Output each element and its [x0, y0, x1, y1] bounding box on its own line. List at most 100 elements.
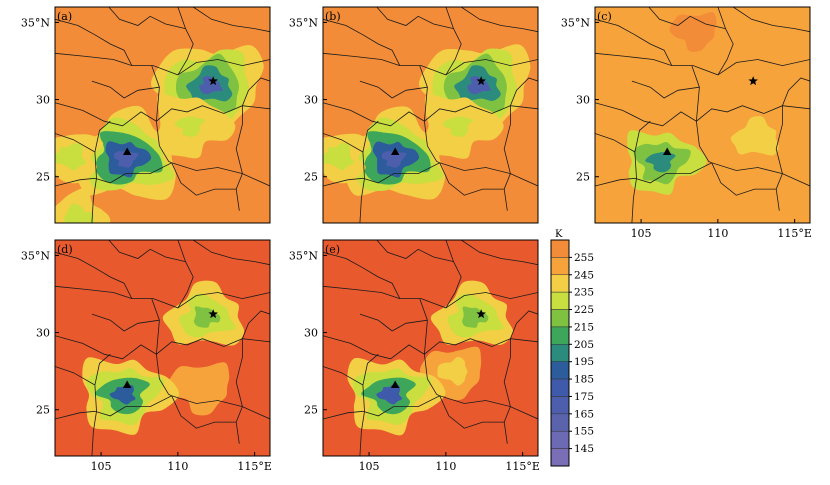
boundary-line: [376, 240, 454, 262]
boundary-line: [55, 18, 133, 66]
colorbar-level-label: 205: [574, 339, 594, 351]
province-boundaries: [595, 7, 810, 223]
contour-zone: [55, 143, 86, 171]
boundary-line: [323, 102, 538, 127]
boundary-line: [323, 52, 538, 76]
panel-a: (a) 35°N 30 25: [21, 6, 271, 224]
colorbar-level-label: 165: [574, 408, 594, 420]
colorbar-swatch: [550, 361, 570, 380]
contour-zone: [113, 150, 139, 168]
boundary-line: [631, 80, 700, 99]
boundary-line: [235, 310, 270, 444]
boundary-line: [171, 395, 237, 429]
colorbar-swatch: [550, 326, 570, 345]
colorbar-unit: K: [555, 229, 563, 240]
boundary-line: [595, 18, 673, 66]
boundary-line: [323, 18, 401, 66]
boundary-line: [171, 162, 237, 196]
boundary-line: [323, 133, 364, 153]
boundary-line: [631, 120, 651, 223]
y-tick-label: 25: [304, 404, 318, 417]
boundary-line: [323, 395, 538, 420]
panel-e: (e) 35°N 30 25 105 110 115°E: [289, 239, 540, 473]
boundary-line: [235, 77, 270, 211]
boundary-line: [460, 7, 538, 33]
colorbar-level-label: 255: [574, 252, 594, 264]
boundary-line: [177, 7, 194, 76]
colorbar-level-label: 195: [574, 356, 594, 368]
panel-label: (a): [57, 10, 72, 23]
y-tick-label: 35°N: [561, 16, 590, 29]
boundary-line: [648, 7, 726, 29]
boundary-line: [595, 52, 810, 76]
boundary-line: [717, 7, 734, 76]
panel-b-field: [323, 7, 538, 223]
boundary-line: [55, 285, 270, 309]
x-tick-label: 115°E: [505, 460, 540, 473]
contour-zone: [730, 116, 779, 156]
x-tick-label: 115°E: [237, 460, 272, 473]
triangle-marker: [390, 147, 400, 156]
boundary-line: [775, 77, 810, 211]
contour-zone: [109, 384, 136, 405]
boundary-line: [503, 77, 538, 211]
province-boundaries: [55, 240, 270, 456]
boundary-line: [108, 240, 186, 262]
panel-c: (c) 35°N 30 25 105 110 115°E: [561, 6, 812, 240]
boundary-line: [108, 7, 186, 29]
boundary-line: [595, 102, 810, 127]
colorbar-level-label: 185: [574, 374, 594, 386]
province-boundaries: [323, 7, 538, 223]
x-tick-label: 105: [91, 460, 112, 473]
boundary-line: [151, 298, 172, 397]
boundary-line: [55, 335, 270, 360]
panel-d-field: [55, 240, 270, 456]
colorbar-swatch: [550, 448, 570, 467]
star-marker: [476, 76, 486, 86]
y-tick-label: 30: [304, 327, 318, 340]
colorbar-level-label: 225: [574, 304, 594, 316]
province-boundaries: [323, 240, 538, 456]
boundary-line: [323, 251, 401, 299]
boundary-line: [151, 65, 172, 164]
y-tick-label: 25: [36, 404, 50, 417]
boundary-line: [91, 120, 111, 223]
field-background: [323, 240, 538, 456]
y-tick-label: 35°N: [21, 249, 50, 262]
boundary-line: [732, 7, 810, 33]
boundary-line: [439, 395, 505, 429]
x-tick-label: 115°E: [777, 227, 812, 240]
boundary-line: [460, 240, 538, 266]
boundary-line: [359, 353, 379, 456]
boundary-line: [177, 240, 194, 309]
colorbar-level-label: 245: [574, 269, 594, 281]
panel-label: (b): [325, 10, 341, 23]
colorbar-level-label: 215: [574, 321, 594, 333]
boundary-line: [91, 80, 160, 99]
boundary-line: [595, 162, 810, 187]
colorbar-swatch: [550, 378, 570, 397]
boundary-line: [419, 65, 440, 164]
boundary-line: [445, 7, 462, 76]
boundary-line: [55, 162, 270, 187]
contour-zone: [184, 372, 215, 402]
panel-d: (d) 35°N 30 25 105 110 115°E: [21, 239, 272, 473]
panel-label: (c): [597, 10, 612, 23]
colorbar-swatch: [550, 344, 570, 362]
y-tick-label: 35°N: [289, 16, 318, 29]
contour-zone: [437, 356, 468, 386]
contour-zone: [63, 203, 94, 223]
contour-zone: [376, 384, 403, 405]
x-tick-label: 105: [631, 227, 652, 240]
boundary-line: [192, 7, 270, 33]
triangle-marker: [390, 380, 400, 389]
boundary-line: [55, 102, 270, 127]
boundary-line: [359, 120, 379, 223]
colorbar-frame: [550, 239, 570, 467]
boundary-line: [419, 298, 440, 397]
colorbar-level-label: 145: [574, 443, 594, 455]
contour-zone: [467, 76, 491, 95]
boundary-line: [595, 133, 636, 153]
y-tick-label: 25: [576, 171, 590, 184]
y-tick-label: 30: [576, 94, 590, 107]
